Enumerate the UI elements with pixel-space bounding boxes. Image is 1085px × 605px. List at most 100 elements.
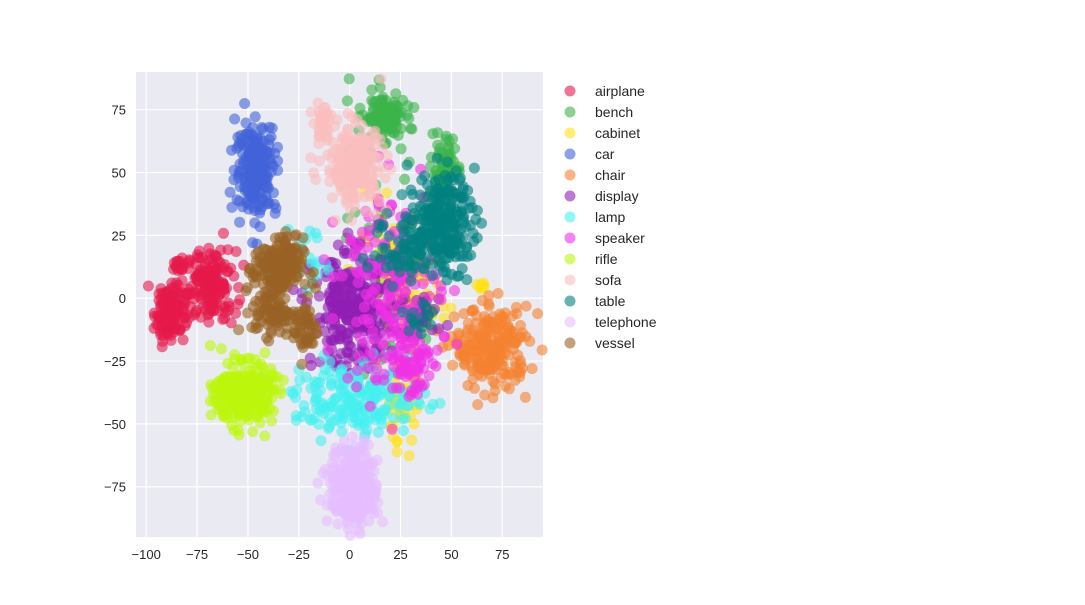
point-rifle: [274, 384, 286, 396]
point-table: [451, 270, 463, 282]
point-speaker: [381, 301, 393, 313]
point-car: [233, 138, 245, 149]
point-chair: [447, 359, 459, 371]
point-display: [433, 323, 445, 335]
point-sofa: [340, 147, 351, 159]
point-airplane: [178, 312, 190, 324]
point-speaker: [400, 371, 412, 383]
point-speaker: [351, 364, 363, 376]
legend-label-speaker: speaker: [595, 230, 645, 246]
point-lamp: [313, 418, 325, 430]
point-airplane: [177, 334, 189, 346]
point-table: [401, 159, 413, 171]
point-airplane: [162, 328, 174, 340]
point-table: [425, 319, 436, 331]
point-vessel: [252, 310, 264, 322]
point-chair: [510, 301, 522, 313]
point-lamp: [375, 413, 387, 425]
y-tick-label: −50: [104, 417, 126, 432]
point-vessel: [289, 230, 301, 242]
point-airplane: [223, 300, 235, 312]
point-chair: [490, 347, 502, 359]
point-table: [468, 162, 480, 174]
point-table: [369, 250, 381, 262]
point-display: [442, 319, 453, 331]
point-lamp: [323, 421, 335, 433]
point-table: [394, 266, 406, 278]
point-rifle: [261, 395, 272, 407]
point-table: [422, 228, 434, 240]
point-telephone: [360, 470, 371, 482]
point-cabinet: [381, 187, 393, 199]
point-rifle: [235, 354, 247, 365]
point-table: [389, 252, 401, 264]
point-telephone: [363, 515, 375, 527]
point-rifle: [277, 374, 289, 386]
point-lamp: [394, 398, 405, 410]
point-speaker: [449, 285, 460, 297]
point-sofa: [381, 150, 393, 162]
series-telephone: [312, 431, 389, 541]
point-sofa: [305, 106, 317, 118]
point-vessel: [279, 293, 291, 304]
series-chair: [431, 288, 548, 411]
point-sofa: [374, 133, 386, 145]
point-bench: [386, 114, 398, 126]
x-tick-label: 0: [346, 547, 353, 562]
point-speaker: [369, 283, 381, 295]
point-lamp: [369, 393, 381, 404]
point-telephone: [367, 457, 379, 469]
point-table: [444, 206, 456, 218]
point-telephone: [371, 507, 383, 519]
x-tick-label: −75: [186, 547, 208, 562]
series-table: [357, 152, 487, 340]
point-lamp: [424, 403, 436, 415]
point-vessel: [299, 278, 311, 290]
point-sofa: [346, 111, 358, 123]
point-car: [226, 201, 238, 213]
point-sofa: [349, 157, 361, 169]
point-lamp: [310, 393, 322, 405]
point-speaker: [399, 286, 411, 298]
point-rifle: [227, 361, 239, 373]
point-sofa: [371, 152, 382, 164]
point-telephone: [312, 477, 324, 489]
point-bench: [366, 84, 378, 96]
point-chair: [487, 375, 499, 387]
legend-label-lamp: lamp: [595, 209, 626, 225]
point-bench: [390, 88, 402, 100]
point-rifle: [210, 389, 222, 401]
point-lamp: [304, 414, 316, 426]
legend-marker-telephone: [564, 316, 576, 328]
point-airplane: [176, 252, 188, 264]
point-lamp: [298, 400, 310, 412]
point-telephone: [354, 528, 366, 539]
point-telephone: [321, 499, 333, 511]
point-sofa: [369, 125, 381, 137]
point-vessel: [274, 326, 286, 338]
point-lamp: [347, 417, 359, 428]
point-bench: [425, 160, 437, 172]
point-chair: [453, 327, 464, 339]
point-table: [450, 165, 462, 177]
x-tick-label: −50: [237, 547, 259, 562]
point-airplane: [142, 280, 154, 292]
point-airplane: [160, 299, 172, 311]
point-speaker: [369, 372, 381, 384]
point-display: [341, 346, 353, 358]
point-table: [417, 262, 429, 274]
point-speaker: [395, 340, 407, 352]
point-car: [266, 158, 278, 170]
point-car: [252, 191, 264, 203]
point-table: [417, 298, 429, 310]
point-sofa: [337, 134, 348, 146]
point-speaker: [435, 294, 447, 306]
point-airplane: [208, 249, 220, 261]
point-vessel: [269, 268, 281, 280]
point-rifle: [266, 415, 278, 427]
point-speaker: [381, 310, 393, 322]
point-sofa: [329, 167, 341, 179]
point-bench: [403, 112, 415, 124]
point-rifle: [204, 340, 216, 352]
point-table: [405, 222, 416, 234]
